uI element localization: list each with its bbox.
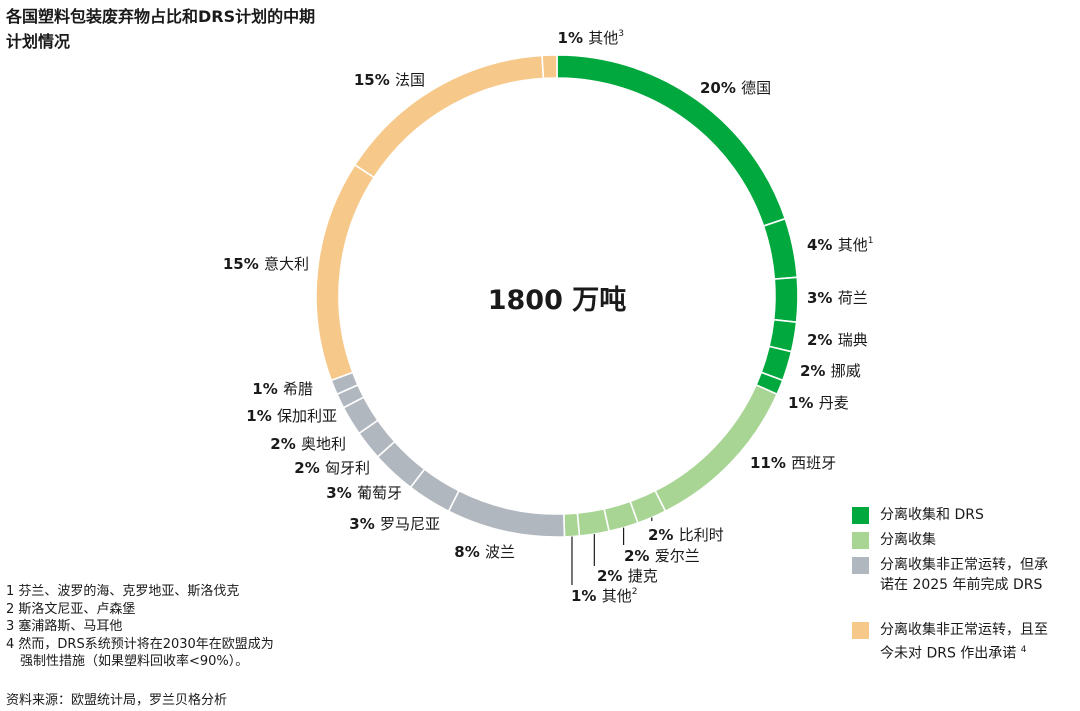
slice-label-5: 1% 丹麦 — [788, 394, 849, 412]
slice-label-2: 3% 荷兰 — [807, 289, 868, 307]
footnotes: 1 芬兰、波罗的海、克罗地亚、斯洛伐克 2 斯洛文尼亚、卢森堡 3 塞浦路斯、马… — [6, 583, 274, 671]
slice-label-16: 1% 保加利亚 — [246, 407, 337, 425]
slice-label-11: 8% 波兰 — [454, 543, 515, 561]
slice-label-15: 2% 奥地利 — [270, 435, 346, 453]
donut-slices — [315, 54, 799, 538]
slice-label-7: 2% 比利时 — [648, 526, 724, 544]
legend-label: 分离收集非正常运转，且至 今未对 DRS 作出承诺 — [880, 622, 1048, 662]
chart-title: 各国塑料包装废弃物占比和DRS计划的中期计划情况 — [6, 7, 316, 51]
slice-2 — [772, 276, 799, 324]
footnote-2: 2 斯洛文尼亚、卢森堡 — [6, 601, 136, 617]
legend-item-pending: 分离收集非正常运转，但承 诺在 2025 年前完成 DRS — [852, 555, 1080, 595]
slice-label-12: 3% 罗马尼亚 — [349, 515, 440, 533]
slice-label-0: 20% 德国 — [700, 79, 771, 97]
footnote-3: 3 塞浦路斯、马耳他 — [6, 619, 123, 634]
legend-swatch-none — [852, 622, 869, 639]
slice-label-9: 2% 捷克 — [597, 567, 658, 585]
legend-label: 分离收集和 DRS — [880, 507, 984, 523]
slice-label-18: 15% 意大利 — [223, 255, 309, 273]
slice-label-4: 2% 挪威 — [800, 362, 861, 380]
source-note: 资料来源：欧盟统计局，罗兰贝格分析 — [6, 693, 228, 708]
slice-11 — [447, 489, 566, 538]
slice-10 — [562, 512, 581, 538]
slice-label-10: 1% 其他2 — [571, 587, 637, 605]
center-total-label: 1800 万吨 — [488, 285, 627, 316]
legend-label: 分离收集 — [880, 532, 936, 548]
leader-lines — [571, 517, 653, 585]
slice-label-19: 15% 法国 — [354, 71, 425, 89]
slice-label-1: 4% 其他1 — [807, 236, 873, 254]
footnote-4-cont: 强制性措施（如果塑料回收率<90%）。 — [20, 654, 249, 669]
legend-footnote-mark: 4 — [1020, 645, 1027, 655]
legend-swatch-separate — [852, 532, 869, 549]
slice-18 — [315, 163, 376, 382]
slice-label-17: 1% 希腊 — [252, 380, 313, 398]
legend-item-none: 分离收集非正常运转，且至 今未对 DRS 作出承诺 4 — [852, 620, 1080, 664]
slice-label-8: 2% 爱尔兰 — [624, 547, 700, 565]
legend-item-separate: 分离收集 — [852, 530, 1080, 550]
slice-label-20: 1% 其他3 — [558, 29, 624, 47]
footnote-1: 1 芬兰、波罗的海、克罗地亚、斯洛伐克 — [6, 584, 240, 599]
slice-label-3: 2% 瑞典 — [807, 331, 868, 349]
slice-1 — [762, 217, 799, 280]
slice-6 — [653, 383, 779, 513]
legend-swatch-pending — [852, 557, 869, 574]
slice-20 — [541, 54, 558, 80]
legend-label: 分离收集非正常运转，但承 诺在 2025 年前完成 DRS — [880, 557, 1048, 593]
legend-swatch-drs — [852, 507, 869, 524]
slice-labels: 20% 德国 4% 其他1 3% 荷兰 2% 瑞典 2% 挪威 1% 丹麦 11% 西班牙 2… — [223, 29, 874, 605]
slice-label-14: 2% 匈牙利 — [294, 459, 370, 477]
slice-9 — [576, 507, 611, 537]
slice-label-6: 11% 西班牙 — [750, 454, 836, 472]
footnote-4: 4 然而，DRS系统预计将在2030年在欧盟成为 — [6, 636, 274, 652]
slice-label-13: 3% 葡萄牙 — [326, 484, 402, 502]
legend-item-drs: 分离收集和 DRS — [852, 505, 1080, 525]
